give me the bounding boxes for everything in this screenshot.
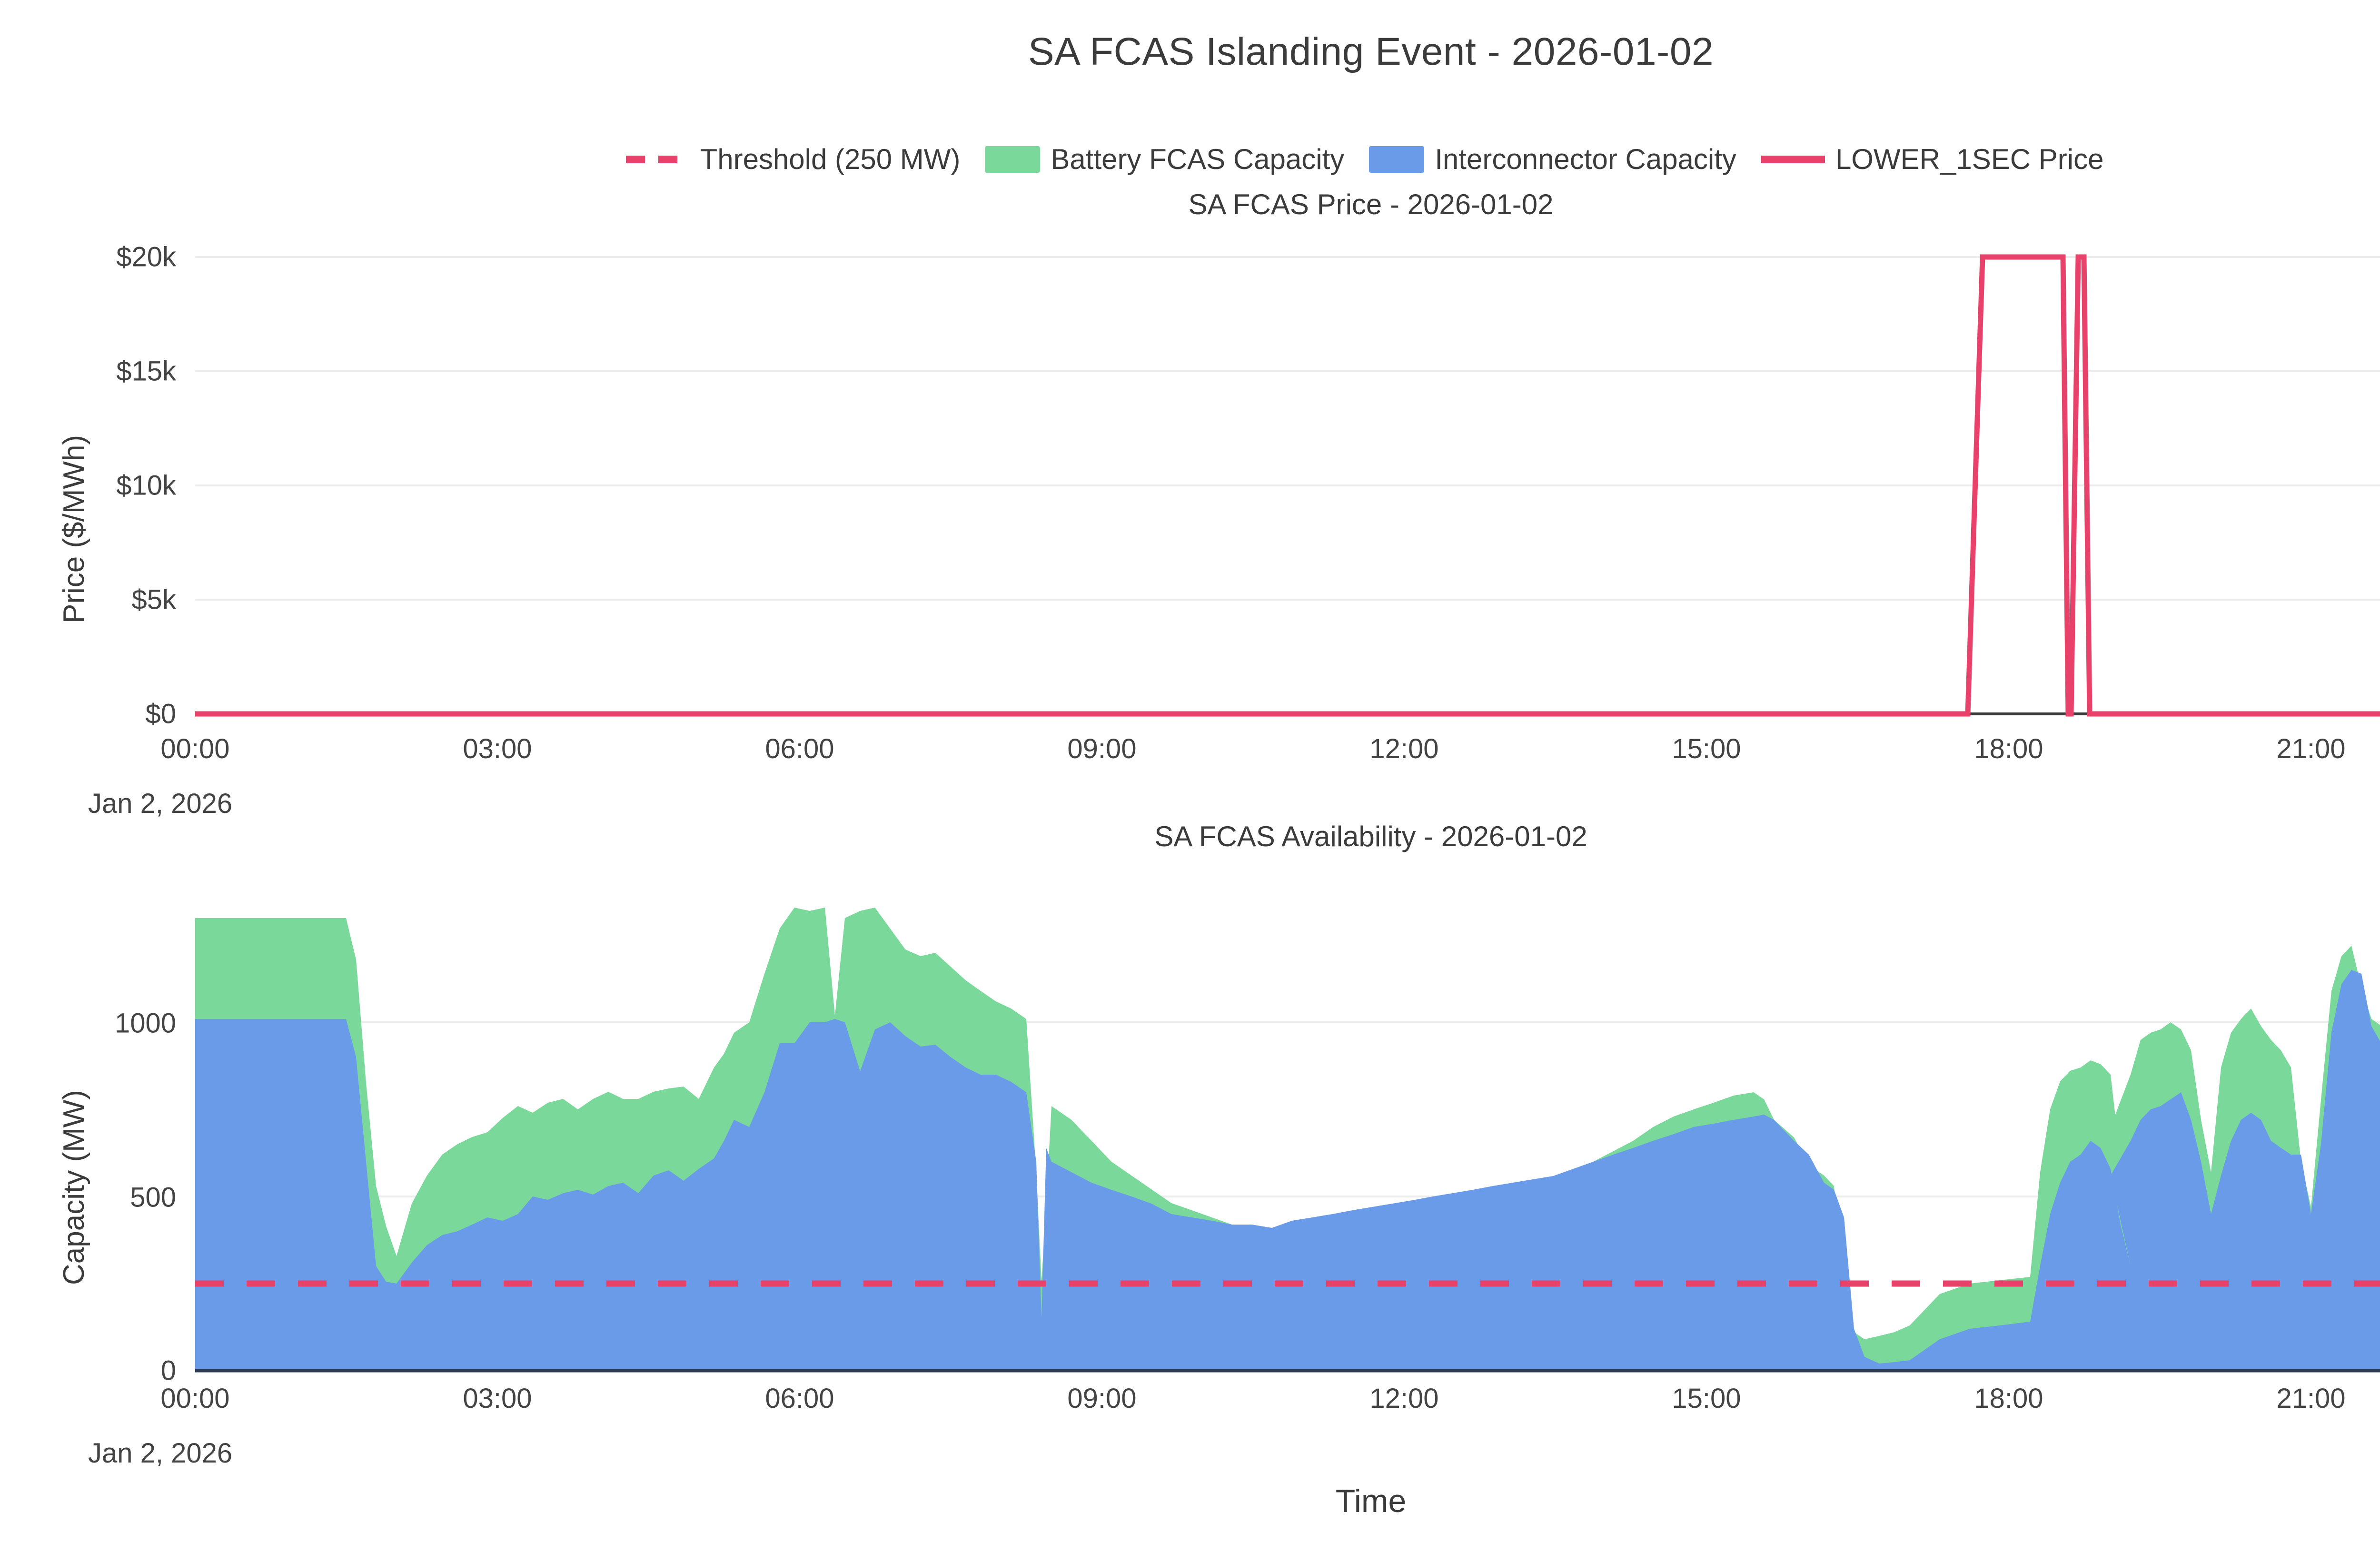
availability-xtick-1200: 12:00 bbox=[1369, 1383, 1439, 1414]
availability-ytick-500: 500 bbox=[130, 1182, 176, 1213]
availability-area-interconnector bbox=[195, 970, 2380, 1371]
price-xtick-1500: 15:00 bbox=[1672, 733, 1741, 764]
availability-plot-area bbox=[195, 883, 2380, 1373]
availability-xtick-2100: 21:00 bbox=[2276, 1383, 2346, 1414]
availability-xtick-1800: 18:00 bbox=[1974, 1383, 2043, 1414]
availability-xtick-0600: 06:00 bbox=[765, 1383, 834, 1414]
legend-item-threshold[interactable]: Threshold (250 MW) bbox=[625, 143, 961, 176]
price-xtick-0000: 00:00 bbox=[160, 733, 230, 764]
price-xtick-0900: 09:00 bbox=[1067, 733, 1137, 764]
price-ytick-15k: $15k bbox=[116, 356, 176, 387]
availability-xtick-0900: 09:00 bbox=[1067, 1383, 1137, 1414]
legend-label-battery-fcas-capacity: Battery FCAS Capacity bbox=[1051, 143, 1345, 175]
dashed-line-swatch-icon bbox=[625, 155, 690, 163]
price-ytick-20k: $20k bbox=[116, 241, 176, 273]
legend-item-lower-1sec-price[interactable]: LOWER_1SEC Price bbox=[1761, 143, 2104, 176]
legend-label-lower-1sec-price: LOWER_1SEC Price bbox=[1835, 143, 2104, 175]
price-ytick-10k: $10k bbox=[116, 470, 176, 501]
price-ytick-5k: $5k bbox=[131, 584, 176, 615]
price-x-axis-date-sublabel: Jan 2, 2026 bbox=[88, 788, 233, 819]
availability-x-axis-date-sublabel: Jan 2, 2026 bbox=[88, 1438, 233, 1469]
price-gridlines bbox=[195, 256, 2380, 601]
legend-label-threshold: Threshold (250 MW) bbox=[700, 143, 961, 175]
availability-svg bbox=[195, 908, 2380, 1373]
legend-label-interconnector-capacity: Interconnector Capacity bbox=[1435, 143, 1736, 175]
legend-item-battery-fcas-capacity[interactable]: Battery FCAS Capacity bbox=[985, 143, 1344, 176]
availability-ytick-1000: 1000 bbox=[114, 1008, 176, 1039]
price-xtick-2100: 21:00 bbox=[2276, 733, 2346, 764]
price-subplot-title: SA FCAS Price - 2026-01-02 bbox=[1188, 188, 1554, 220]
availability-xtick-0300: 03:00 bbox=[463, 1383, 532, 1414]
price-plot-area bbox=[195, 254, 2380, 717]
blue-box-swatch-icon bbox=[1369, 146, 1425, 173]
availability-ytick-0: 0 bbox=[160, 1355, 176, 1386]
price-xtick-1200: 12:00 bbox=[1369, 733, 1439, 764]
legend: Threshold (250 MW) Battery FCAS Capacity… bbox=[0, 143, 2380, 176]
availability-subplot-title: SA FCAS Availability - 2026-01-02 bbox=[1154, 820, 1587, 852]
price-line-lower-1sec bbox=[195, 254, 2380, 717]
solid-line-swatch-icon bbox=[1761, 155, 1825, 163]
page-title: SA FCAS Islanding Event - 2026-01-02 bbox=[1028, 30, 1714, 73]
x-axis-title: Time bbox=[1335, 1483, 1407, 1519]
price-xtick-0300: 03:00 bbox=[463, 733, 532, 764]
price-svg bbox=[195, 254, 2380, 717]
price-ytick-0: $0 bbox=[145, 698, 176, 730]
availability-xtick-0000: 00:00 bbox=[160, 1383, 230, 1414]
price-xtick-0600: 06:00 bbox=[765, 733, 834, 764]
green-box-swatch-icon bbox=[985, 146, 1041, 173]
availability-xtick-1500: 15:00 bbox=[1672, 1383, 1741, 1414]
price-xtick-1800: 18:00 bbox=[1974, 733, 2043, 764]
legend-item-interconnector-capacity[interactable]: Interconnector Capacity bbox=[1369, 143, 1736, 176]
